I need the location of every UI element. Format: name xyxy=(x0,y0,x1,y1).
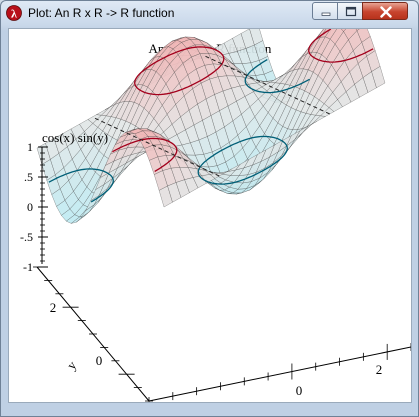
zero-contour xyxy=(202,54,330,115)
z-tick-label: 1 xyxy=(27,140,33,154)
z-tick-label: .5 xyxy=(24,170,33,184)
window-title: Plot: An R x R -> R function xyxy=(28,6,175,20)
contour-line xyxy=(244,59,310,94)
svg-text:λ: λ xyxy=(11,7,17,21)
z-axis-label: cos(x) sin(y) xyxy=(42,130,108,145)
maximize-icon xyxy=(345,6,357,17)
title-bar[interactable]: λ Plot: An R x R -> R function xyxy=(1,1,418,27)
z-tick-label: 0 xyxy=(27,200,33,214)
surface-plot[interactable]: 1 .5 0 -.5 -1 cos(x) sin(y) 2 0 y 0 2 xyxy=(9,29,411,402)
x-tick-label: 0 xyxy=(296,383,303,398)
y-tick-label: 2 xyxy=(50,300,57,315)
contour-line xyxy=(197,135,288,185)
zero-contour xyxy=(92,116,220,177)
contour-line xyxy=(134,46,225,96)
contour-line xyxy=(112,137,178,172)
close-icon xyxy=(380,6,392,18)
y-tick-label: 0 xyxy=(96,353,103,368)
minimize-button[interactable] xyxy=(312,2,338,20)
maple-leaf-icon: λ xyxy=(6,5,22,21)
surface-patch xyxy=(371,66,386,89)
x-tick-label: 2 xyxy=(376,362,383,377)
minimize-icon xyxy=(321,12,331,16)
surface-patch xyxy=(341,29,347,32)
contour-line xyxy=(308,29,374,63)
y-axis-label: y xyxy=(64,357,80,372)
close-button[interactable] xyxy=(362,2,408,20)
z-tick-label: -.5 xyxy=(20,230,33,244)
maximize-button[interactable] xyxy=(337,2,363,20)
z-tick-label: -1 xyxy=(23,260,33,274)
x-axis xyxy=(148,346,411,402)
contour-line xyxy=(48,168,114,203)
